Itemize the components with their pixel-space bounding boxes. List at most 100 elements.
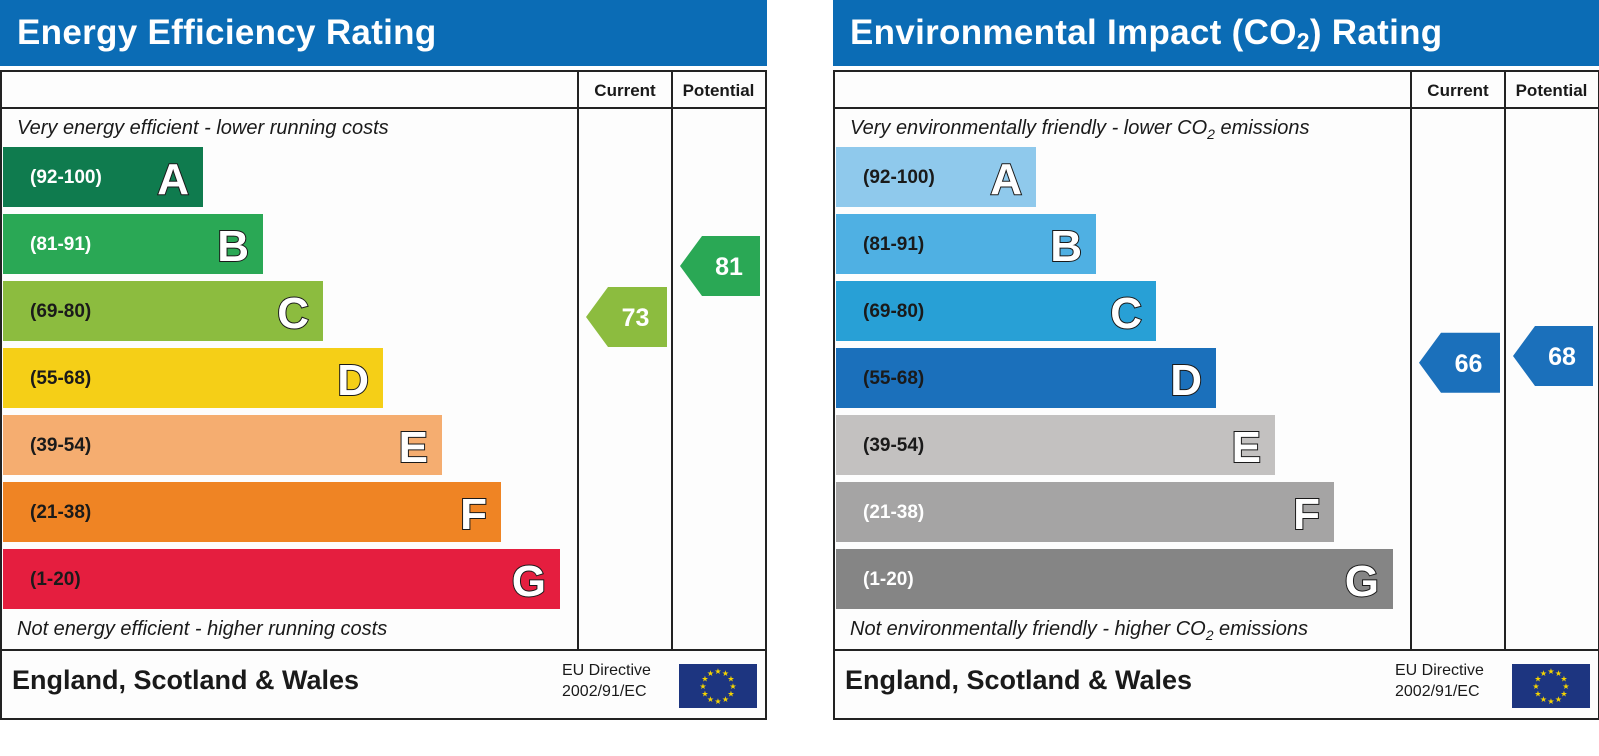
rating-band-d [3,348,383,408]
current-rating-value: 66 [1455,350,1483,378]
energy-efficiency-svg: Current Potential Very energy efficient - … [2,72,765,708]
rating-band-a [836,147,1036,207]
column-header-current: Current [594,81,656,100]
top-note-part-2: emissions [1215,117,1309,139]
band-letter-g: G [512,557,546,606]
eu-star: ★ [707,669,714,678]
band-letter-a: A [990,155,1022,204]
band-letter-c: C [1110,289,1142,338]
eu-star: ★ [1562,682,1569,691]
band-letter-d: D [337,356,369,405]
eu-star: ★ [1547,667,1554,676]
potential-rating-value: 68 [1548,343,1576,371]
energy-efficiency-panel: Energy Efficiency Rating Current Potentia… [0,0,767,720]
column-header-potential: Potential [683,81,755,100]
band-range-e: (39-54) [30,435,91,456]
bottom-note-part-1: Not environmentally friendly - higher CO [850,618,1206,640]
eu-star: ★ [701,690,708,699]
footer-directive-line1: EU Directive [1395,662,1484,679]
band-range-f: (21-38) [863,502,924,523]
band-range-d: (55-68) [30,368,91,389]
band-range-b: (81-91) [863,234,924,255]
eu-star: ★ [727,675,734,684]
eu-star: ★ [727,690,734,699]
band-range-f: (21-38) [30,502,91,523]
column-header-current: Current [1427,81,1489,100]
rating-band-e [836,415,1275,475]
bottom-note-subscript: 2 [1205,627,1214,643]
potential-rating-arrow [680,236,760,296]
eu-star: ★ [1534,690,1541,699]
column-header-potential: Potential [1516,81,1588,100]
band-range-g: (1-20) [863,569,914,590]
eu-star: ★ [722,669,729,678]
eu-star: ★ [714,697,721,706]
eu-star: ★ [1555,669,1562,678]
energy-efficiency-title: Energy Efficiency Rating [0,0,767,66]
top-note-part-1: Very environmentally friendly - lower CO [850,117,1207,139]
eu-star: ★ [729,682,736,691]
top-note-subscript: 2 [1206,126,1215,142]
band-letter-e: E [399,423,428,472]
rating-band-a [3,147,203,207]
band-letter-e: E [1232,423,1261,472]
rating-band-g [836,549,1393,609]
eu-star: ★ [1532,682,1539,691]
band-range-a: (92-100) [863,167,935,188]
footer-region: England, Scotland & Wales [845,665,1192,695]
eu-star: ★ [1560,675,1567,684]
band-range-d: (55-68) [863,368,924,389]
rating-band-c [3,281,323,341]
title-subscript: 2 [1296,28,1310,54]
band-letter-b: B [1050,222,1082,271]
eu-star: ★ [701,675,708,684]
band-range-c: (69-80) [863,301,924,322]
band-letter-a: A [157,155,189,204]
environmental-impact-panel: Environmental Impact (CO2) Rating Curren… [833,0,1599,720]
eu-star: ★ [1560,690,1567,699]
rating-band-f [3,482,501,542]
eu-flag-background [679,664,757,708]
footer-directive-line2: 2002/91/EC [562,683,647,700]
potential-rating-value: 81 [715,253,743,281]
eu-flag-icon: ★ ★★★★★★★★★★★ [679,664,757,708]
eu-star: ★ [707,695,714,704]
band-letter-b: B [217,222,249,271]
eu-star: ★ [1540,669,1547,678]
bottom-note: Not environmentally friendly - higher CO… [850,618,1308,643]
band-range-g: (1-20) [30,569,81,590]
footer-directive-line1: EU Directive [562,662,651,679]
eu-star: ★ [1547,697,1554,706]
bottom-note-part-2: emissions [1214,618,1308,640]
rating-band-d [836,348,1216,408]
eu-star: ★ [1534,675,1541,684]
eu-flag-icon: ★ ★★★★★★★★★★★ [1512,664,1590,708]
band-range-a: (92-100) [30,167,102,188]
band-letter-f: F [1293,490,1320,539]
rating-band-f [836,482,1334,542]
eu-star: ★ [699,682,706,691]
rating-band-b [836,214,1096,274]
potential-rating-arrow [1513,326,1593,386]
footer-region: England, Scotland & Wales [12,665,359,695]
energy-efficiency-chart: Current Potential Very energy efficient - … [0,70,767,720]
band-range-c: (69-80) [30,301,91,322]
current-rating-arrow [586,287,667,347]
band-letter-c: C [277,289,309,338]
eu-star: ★ [714,667,721,676]
band-range-e: (39-54) [863,435,924,456]
environmental-impact-chart: Current Potential Very environmentally fri… [833,70,1599,720]
band-letter-f: F [460,490,487,539]
rating-band-c [836,281,1156,341]
title-part-1: Environmental Impact (CO [850,13,1297,52]
title-part-2: ) Rating [1309,13,1443,52]
current-rating-value: 73 [622,304,650,332]
band-letter-g: G [1345,557,1379,606]
rating-band-e [3,415,442,475]
environmental-impact-svg: Current Potential Very environmentally fri… [835,72,1598,708]
environmental-impact-title: Environmental Impact (CO2) Rating [833,0,1599,66]
rating-band-g [3,549,560,609]
band-letter-d: D [1170,356,1202,405]
current-rating-arrow [1419,332,1500,393]
eu-star: ★ [1555,695,1562,704]
